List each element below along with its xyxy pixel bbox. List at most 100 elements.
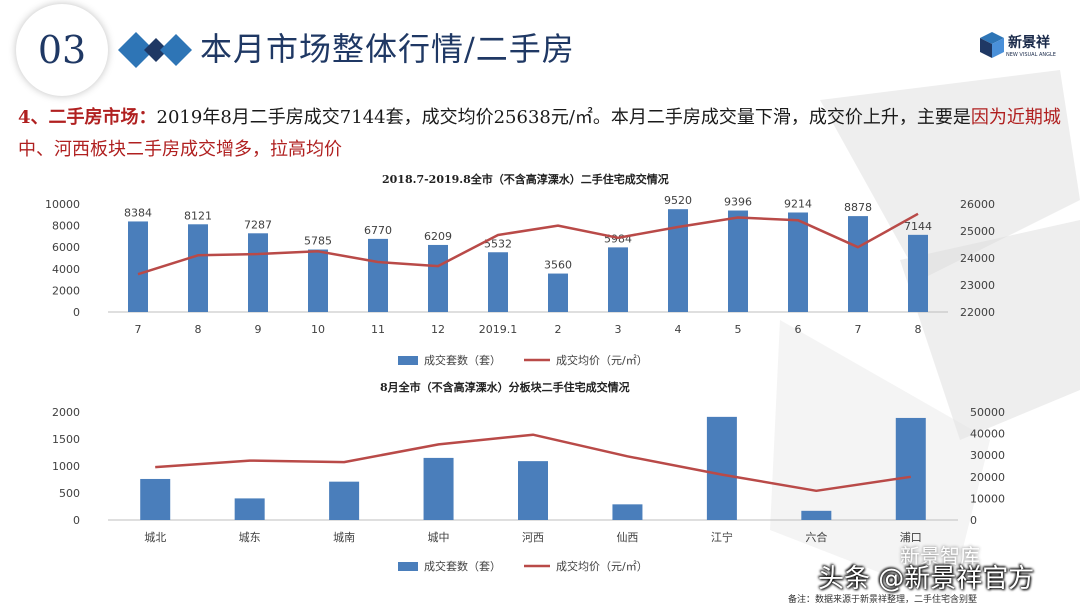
logo-subtext: NEW VISUAL ANGLE (1006, 52, 1056, 58)
chart1-y-right-tick: 24000 (960, 252, 995, 265)
chart1-data-label: 7144 (904, 220, 932, 233)
chart1-bar (668, 209, 688, 312)
chart1-y-right-tick: 23000 (960, 279, 995, 292)
diamond-icon (118, 32, 192, 68)
chart2-x-tick: 六合 (805, 530, 827, 544)
summary-highlight: 因为近期城中、河西板块二手房成交增多，拉高均价 (18, 107, 1061, 160)
chart2-y-right-tick: 50000 (970, 406, 1005, 419)
chart1-data-label: 6209 (424, 230, 452, 243)
chart1-x-tick: 2 (555, 323, 562, 336)
chart1-data-label: 7287 (244, 218, 272, 231)
chart1-price-line (137, 212, 919, 276)
summary-paragraph: 4、二手房市场：2019年8月二手房成交7144套，成交均价25638元/㎡。本… (18, 102, 1068, 166)
chart2-title: 8月全市（不含高淳溧水）分板块二手住宅成交情况 (380, 381, 630, 394)
chart1-data-label: 9214 (784, 197, 812, 210)
chart1-bar (188, 224, 208, 312)
chart1-y-left-tick: 10000 (45, 198, 80, 211)
chart1-data-label: 9520 (664, 194, 692, 207)
chart1-legend-line-label: 成交均价（元/㎡） (556, 353, 648, 367)
chart1-bar (548, 273, 568, 312)
chart2-y-right-tick: 40000 (970, 428, 1005, 441)
summary-label: 4、二手房市场： (18, 107, 157, 128)
chart1-y-left-tick: 2000 (52, 284, 80, 297)
chart1-bar (248, 233, 268, 312)
chart1-y-left-tick: 8000 (52, 220, 80, 233)
chart2-bar (895, 417, 926, 520)
footnote: 备注：数据来源于新景祥整理，二手住宅含别墅 (788, 595, 978, 605)
chart1-x-tick: 7 (855, 323, 862, 336)
chart2-bar (140, 478, 171, 520)
chart2-y-left-tick: 1500 (52, 433, 80, 446)
section-number-badge: 03 (16, 4, 108, 96)
chart1-data-label: 8384 (124, 206, 152, 219)
chart2-y-right-tick: 20000 (970, 471, 1005, 484)
chart2-bar (706, 416, 737, 520)
chart1-data-label: 5785 (304, 235, 332, 248)
chart2-y-left-tick: 1000 (52, 460, 80, 473)
chart1-x-tick: 11 (371, 323, 385, 336)
chart2-price-line (155, 433, 911, 493)
chart1-bar (788, 212, 808, 312)
chart2-legend-line-label: 成交均价（元/㎡） (556, 559, 648, 573)
chart2-bar (329, 481, 360, 520)
chart1-bar (908, 234, 928, 312)
chart2-x-tick: 仙西 (616, 531, 638, 544)
chart1-data-label: 8878 (844, 201, 872, 214)
chart2-y-left-tick: 500 (59, 487, 80, 500)
page-title: 本月市场整体行情/二手房 (200, 30, 575, 68)
background-watermark (770, 70, 1080, 600)
chart2-y-right-tick: 0 (970, 514, 977, 527)
company-logo (980, 32, 1004, 58)
chart2-bar (801, 510, 832, 520)
chart1-y-right-tick: 25000 (960, 225, 995, 238)
chart1-title: 2018.7-2019.8全市（不含高淳溧水）二手住宅成交情况 (382, 173, 669, 186)
chart2-legend-bar-label: 成交套数（套） (424, 559, 501, 573)
logo-name: 新景祥 (1008, 35, 1050, 51)
chart1-x-tick: 8 (195, 323, 202, 336)
chart1-x-tick: 10 (311, 323, 325, 336)
chart2-y-right-tick: 10000 (970, 492, 1005, 505)
chart1-x-tick: 8 (915, 323, 922, 336)
chart1-data-label: 9396 (724, 196, 752, 209)
chart1-data-label: 8121 (184, 209, 212, 222)
chart1-y-right-tick: 22000 (960, 306, 995, 319)
chart1-legend-bar-label: 成交套数（套） (424, 353, 501, 367)
chart2-bar (423, 457, 454, 520)
chart1-y-left-tick: 6000 (52, 241, 80, 254)
chart2-legend-bar-swatch (398, 562, 418, 571)
chart2-y-left-tick: 2000 (52, 406, 80, 419)
chart1-x-tick: 3 (615, 323, 622, 336)
brand-watermark: 头条 @新景祥官方 (818, 564, 1035, 594)
chart1: 0 2000 4000 6000 8000 10000 22000 23000 24000 250… (45, 194, 995, 367)
chart1-x-tick: 7 (135, 323, 142, 336)
chart2-bar (612, 504, 643, 520)
chart2-x-tick: 江宁 (711, 530, 733, 544)
chart1-bar (608, 247, 628, 312)
chart1-data-label: 6770 (364, 224, 392, 237)
chart1-x-tick: 9 (255, 323, 262, 336)
chart1-y-left-tick: 0 (73, 306, 80, 319)
chart2-x-tick: 城北 (144, 531, 166, 544)
chart1-bar (368, 238, 388, 312)
chart1-x-tick: 2019.1 (479, 323, 518, 336)
chart2-y-right-tick: 30000 (970, 449, 1005, 462)
chart2-x-tick: 城南 (333, 531, 355, 544)
chart1-y-right-tick: 26000 (960, 198, 995, 211)
chart2-y-left-tick: 0 (73, 514, 80, 527)
chart2: 0500100015002000010000200003000040000500… (52, 406, 1005, 573)
chart2-x-tick: 城东 (239, 531, 261, 544)
watermark-text: 新景智库 (900, 544, 980, 568)
chart1-y-left-tick: 4000 (52, 263, 80, 276)
chart1-x-tick: 5 (735, 323, 742, 336)
chart1-bar (308, 249, 328, 312)
chart1-bar (848, 216, 868, 312)
chart1-bar (488, 252, 508, 312)
chart2-x-tick: 河西 (522, 531, 544, 544)
chart1-bar (728, 210, 748, 312)
chart1-x-tick: 12 (431, 323, 445, 336)
chart1-bar (128, 221, 148, 312)
chart2-bar (518, 461, 548, 520)
chart2-bar (234, 498, 265, 520)
chart1-bar (428, 244, 448, 312)
section-number: 03 (37, 28, 87, 72)
